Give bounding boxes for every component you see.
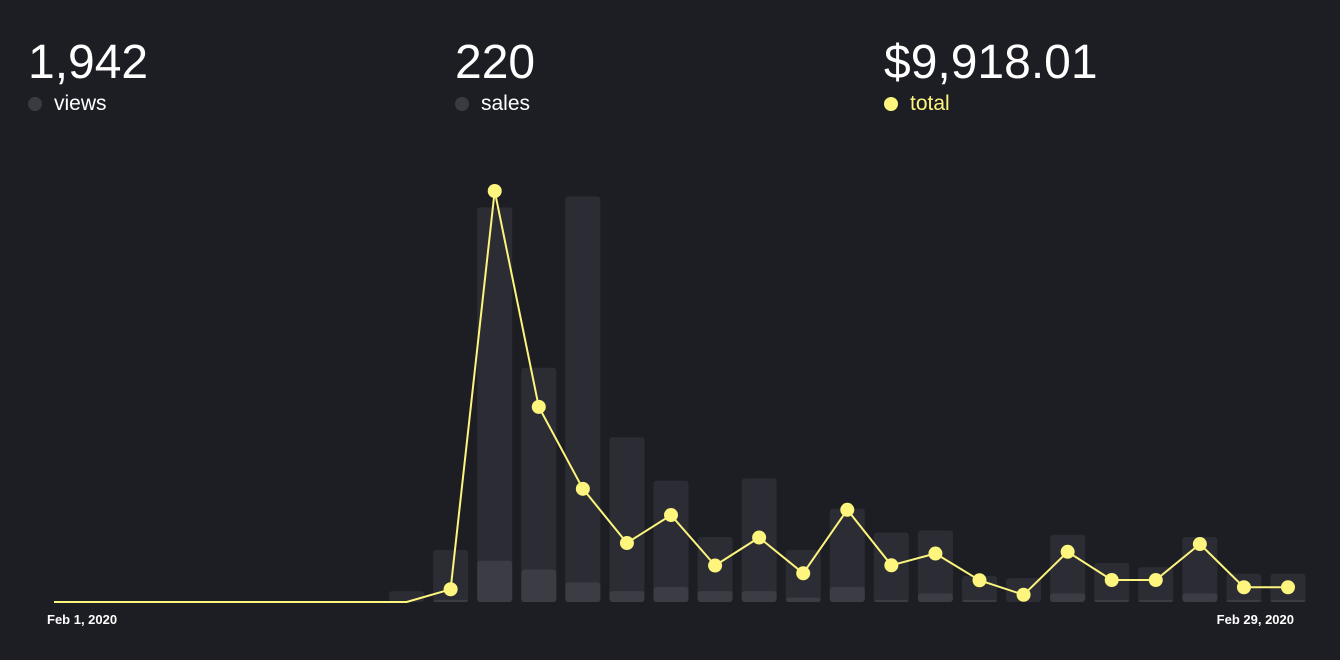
sales-bar: [1226, 599, 1262, 602]
total-point: [443, 582, 458, 597]
total-dot-icon: [884, 97, 898, 111]
views-count: 1,942: [28, 36, 149, 89]
sales-bar: [609, 591, 645, 602]
sales-dot-icon: [455, 97, 469, 111]
total-point: [1281, 580, 1295, 595]
views-bar: [653, 480, 689, 602]
views-bar: [477, 207, 513, 603]
sales-bar: [477, 560, 513, 602]
stat-views: 1,942 views: [28, 34, 148, 117]
sales-bar: [829, 586, 865, 602]
total-point: [928, 546, 943, 561]
total-point: [1060, 544, 1075, 559]
sales-bar: [1094, 599, 1130, 602]
sales-bar: [1182, 593, 1218, 602]
total-point: [575, 481, 590, 496]
sales-bars: [433, 560, 1306, 602]
sales-bar: [741, 591, 777, 602]
views-bar: [609, 437, 645, 602]
views-bar: [521, 367, 557, 602]
sales-bar: [521, 569, 557, 602]
views-bar: [389, 591, 425, 602]
stat-total: $9,918.01 total: [884, 34, 1098, 117]
sales-bar: [565, 582, 601, 602]
sales-bar: [1050, 593, 1086, 602]
total-point: [664, 508, 678, 523]
total-point: [840, 502, 855, 517]
sales-count: 220: [455, 36, 536, 89]
sales-bar: [433, 599, 469, 602]
total-amount: $9,918.01: [884, 36, 1098, 89]
sales-bar: [653, 586, 689, 602]
total-point: [1236, 580, 1251, 595]
sales-bar: [873, 599, 909, 602]
total-point: [708, 558, 723, 573]
sales-bar: [697, 591, 733, 602]
total-point: [972, 573, 987, 588]
views-bar: [1050, 534, 1086, 602]
x-end-label: Feb 29, 2020: [1217, 612, 1294, 627]
total-point: [1148, 573, 1163, 588]
views-dot-icon: [28, 97, 42, 111]
total-point: [796, 566, 811, 581]
sales-bar: [1270, 599, 1306, 602]
views-label: views: [54, 92, 107, 115]
total-point: [619, 536, 634, 551]
total-point: [884, 558, 899, 573]
sales-bar: [1138, 599, 1174, 602]
sales-label: sales: [481, 92, 531, 115]
total-point: [531, 399, 546, 414]
total-point: [1104, 573, 1119, 588]
views-bar: [433, 549, 469, 602]
sales-bar: [962, 599, 997, 602]
views-bars: [389, 196, 1306, 603]
total-line-group: [54, 184, 1295, 603]
views-bar: [565, 196, 601, 603]
total-point: [1192, 537, 1207, 552]
total-legend: total: [884, 91, 1098, 117]
total-point: [752, 530, 767, 545]
stats-row: 1,942 views 220 sales $9,918.01 total: [0, 34, 1340, 134]
total-point: [1016, 587, 1031, 602]
sales-bar: [785, 597, 821, 602]
views-bar: [917, 530, 953, 602]
total-point: [487, 184, 502, 198]
views-bar: [829, 508, 865, 602]
x-start-label: Feb 1, 2020: [47, 612, 117, 627]
total-label: total: [910, 92, 950, 115]
sales-bar: [917, 593, 953, 602]
views-legend: views: [28, 91, 148, 117]
stat-sales: 220 sales: [455, 34, 535, 117]
sales-legend: sales: [455, 91, 535, 117]
